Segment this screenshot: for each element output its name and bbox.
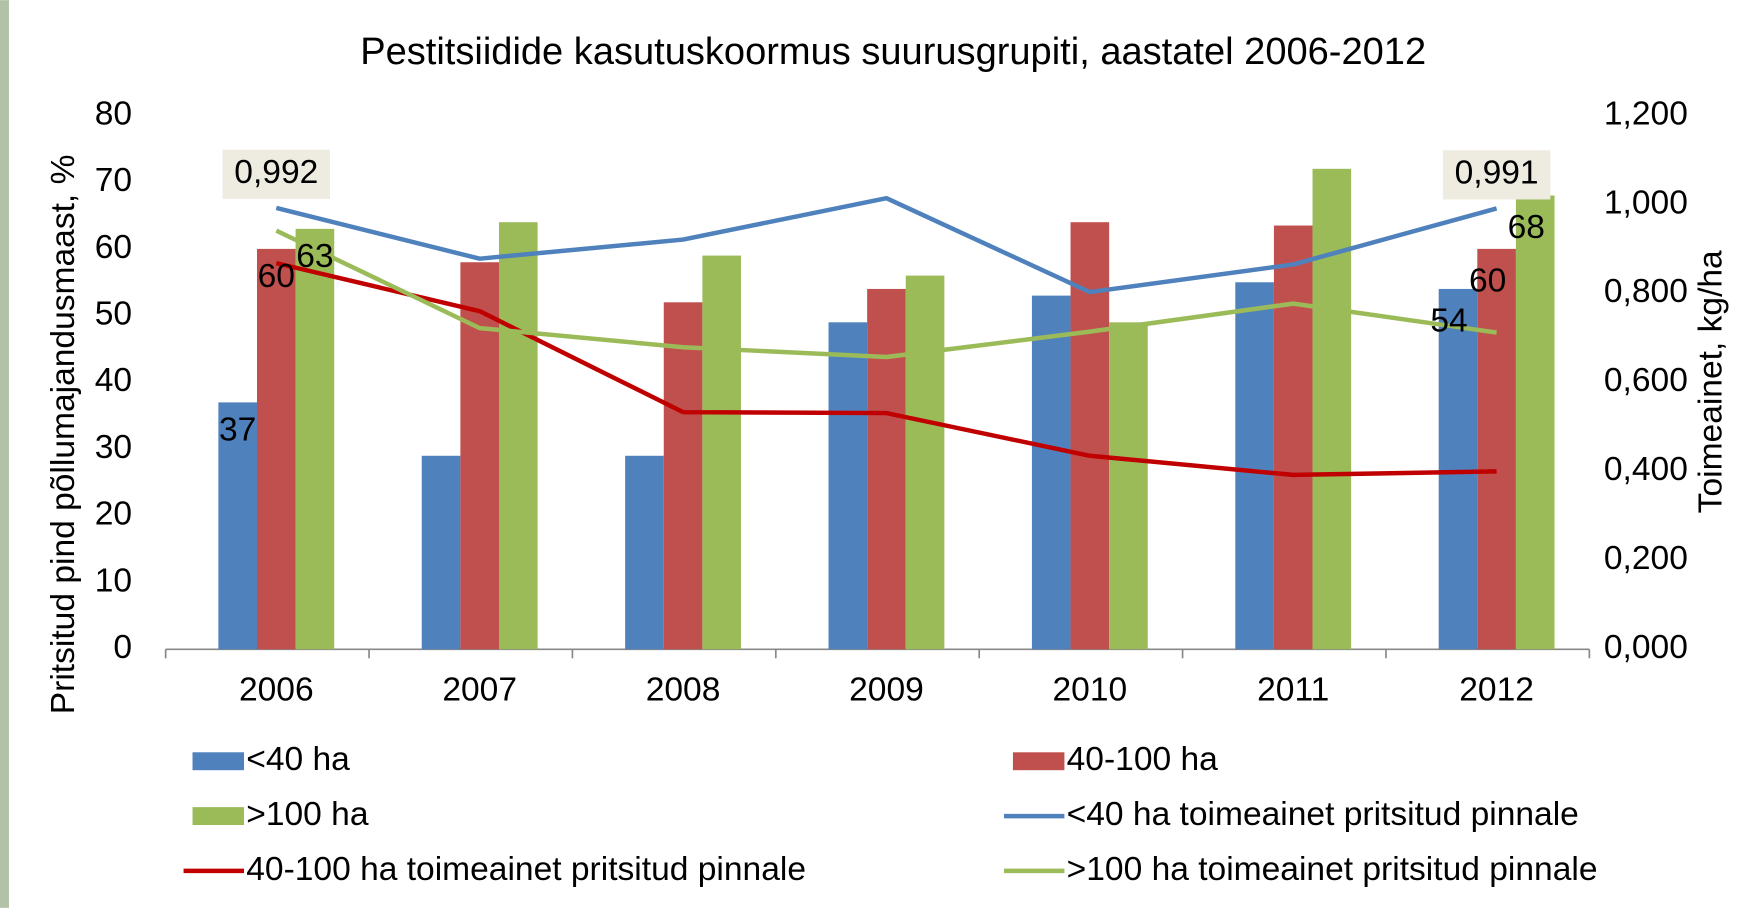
y2-tick-label: 0,600 (1604, 362, 1688, 399)
bar (499, 222, 538, 649)
x-tick-label: 2011 (1257, 672, 1329, 709)
bar (1313, 169, 1352, 649)
bar (829, 322, 868, 649)
bar (1477, 249, 1516, 649)
legend-swatch (1013, 752, 1064, 770)
data-label: 63 (296, 238, 333, 275)
bar (296, 229, 335, 649)
bar (1032, 296, 1071, 650)
data-label: 60 (1469, 262, 1506, 299)
y2-tick-label: 0,000 (1604, 629, 1688, 666)
legend-label: 40-100 ha toimeainet pritsitud pinnale (246, 851, 806, 888)
y2-tick-label: 1,000 (1604, 184, 1688, 221)
y2-tick-label: 1,200 (1604, 95, 1688, 132)
data-label: 37 (219, 411, 256, 448)
y-tick-label: 10 (95, 562, 132, 599)
y-tick-label: 60 (95, 229, 132, 266)
chart: Pestitsiidide kasutuskoormus suurusgrupi… (0, 0, 1755, 908)
data-label: 0,992 (234, 154, 318, 191)
bar (906, 276, 945, 650)
page: Pestitsiidide kasutuskoormus suurusgrupi… (0, 0, 1755, 908)
data-label: 60 (258, 258, 295, 295)
legend-swatch (193, 807, 244, 825)
legend-label: 40-100 ha (1067, 741, 1218, 778)
bar (702, 256, 741, 650)
y-tick-label: 70 (95, 162, 132, 199)
y2-tick-label: 0,200 (1604, 540, 1688, 577)
y-tick-label: 40 (95, 362, 132, 399)
bar (867, 289, 906, 649)
x-tick-label: 2008 (646, 672, 721, 709)
bar (1235, 282, 1274, 649)
y2-tick-label: 0,800 (1604, 273, 1688, 310)
chart-title: Pestitsiidide kasutuskoormus suurusgrupi… (360, 31, 1426, 73)
y-tick-label: 20 (95, 496, 132, 533)
data-label: 68 (1508, 209, 1545, 246)
data-label: 54 (1430, 302, 1467, 339)
y-tick-label: 80 (95, 95, 132, 132)
y2-tick-label: 0,400 (1604, 451, 1688, 488)
bar (664, 302, 703, 649)
legend-label: >100 ha toimeainet pritsitud pinnale (1067, 851, 1598, 888)
x-tick-label: 2006 (239, 672, 314, 709)
legend-label: <40 ha toimeainet pritsitud pinnale (1067, 796, 1579, 833)
x-tick-label: 2010 (1053, 672, 1128, 709)
bar (1516, 196, 1555, 650)
bar (1109, 322, 1148, 649)
bar (257, 249, 296, 649)
y-tick-label: 50 (95, 296, 132, 333)
bar (1274, 226, 1313, 650)
bar (422, 456, 461, 650)
y-axis-title: Pritsitud pind põllumajandusmaast, % (45, 155, 82, 715)
x-tick-label: 2007 (442, 672, 517, 709)
bar (1439, 289, 1478, 649)
y2-axis-title: Toimeainet, kg/ha (1692, 250, 1729, 513)
x-tick-label: 2009 (849, 672, 924, 709)
y-tick-label: 30 (95, 429, 132, 466)
legend-label: <40 ha (246, 741, 350, 778)
x-tick-label: 2012 (1459, 672, 1534, 709)
legend-label: >100 ha (246, 796, 369, 833)
data-label: 0,991 (1455, 155, 1539, 192)
y-tick-label: 0 (113, 629, 132, 666)
edge-decoration (0, 0, 9, 908)
bar (625, 456, 664, 650)
legend-swatch (193, 752, 244, 770)
